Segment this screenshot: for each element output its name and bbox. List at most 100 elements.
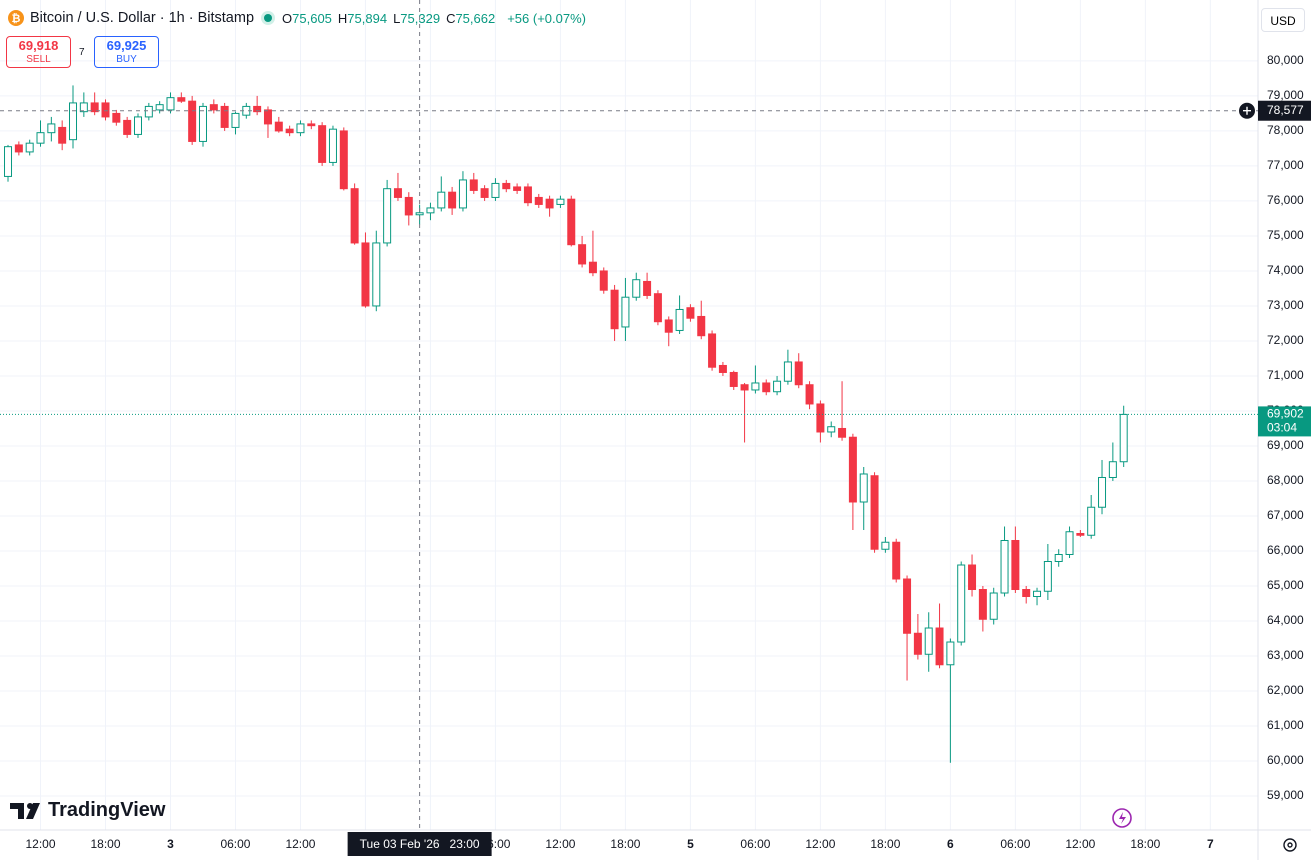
candle-body (556, 198, 565, 205)
candle-body (513, 186, 522, 191)
spread: 7 (79, 47, 85, 58)
candle-body (697, 315, 706, 337)
candle-body (47, 123, 56, 134)
candle-body (155, 104, 164, 111)
buy-button[interactable]: 69,925 BUY (94, 36, 159, 68)
y-tick-label: 75,000 (1267, 228, 1304, 242)
ohlc-label: H (337, 10, 348, 26)
candle-body (1011, 539, 1020, 591)
candle-body (144, 105, 153, 118)
candle-body (231, 112, 240, 128)
candle-body (274, 121, 283, 132)
y-tick-label: 79,000 (1267, 88, 1304, 102)
y-tick-label: 66,000 (1267, 543, 1304, 557)
candle-body (4, 146, 13, 177)
candle-body (610, 289, 619, 330)
candle-body (924, 627, 933, 655)
x-tick-label: 12:00 (25, 837, 55, 851)
candle-body (133, 116, 142, 135)
candle-body (14, 144, 23, 153)
buy-price: 69,925 (106, 38, 147, 53)
candle-body (621, 296, 630, 328)
candle-body (783, 361, 792, 382)
candle-body (1076, 532, 1085, 536)
candle-body (653, 293, 662, 323)
candle-body (415, 212, 424, 216)
candle-body (1000, 539, 1009, 594)
candle-body (1043, 561, 1052, 592)
y-tick-label: 59,000 (1267, 788, 1304, 802)
candle-body (285, 128, 294, 134)
ohlc-value: 75,605 (292, 10, 332, 26)
countdown-label: 03:04 (1267, 421, 1297, 435)
sell-price: 69,918 (18, 38, 59, 53)
candle-body (502, 182, 511, 190)
y-tick-label: 72,000 (1267, 333, 1304, 347)
y-tick-label: 64,000 (1267, 613, 1304, 627)
candle-body (372, 242, 381, 307)
candle-body (1033, 590, 1042, 598)
candle-body (437, 191, 446, 209)
logo-text: TradingView (48, 799, 166, 821)
candle-body (426, 207, 435, 214)
x-tick-label: 6 (947, 837, 954, 851)
candle-body (318, 125, 327, 163)
settings-icon[interactable] (1281, 836, 1299, 854)
candle-body (686, 307, 695, 319)
sell-button[interactable]: 69,918 SELL (6, 36, 71, 68)
candle-body (523, 186, 532, 204)
candle-body (729, 371, 738, 387)
candle-body (588, 261, 597, 274)
x-tick-label: 12:00 (285, 837, 315, 851)
candle-body (480, 188, 489, 198)
x-tick-label: 12:00 (545, 837, 575, 851)
candle-body (859, 473, 868, 503)
candle-body (350, 188, 359, 244)
svg-text:₿: ₿ (12, 13, 21, 25)
candle-body (599, 270, 608, 291)
candle-body (935, 627, 944, 666)
candle-body (578, 244, 587, 265)
candle-body (848, 436, 857, 503)
candle-body (25, 142, 34, 153)
candle-body (545, 198, 554, 209)
candle-body (989, 592, 998, 620)
candle-body (58, 126, 67, 144)
y-tick-label: 77,000 (1267, 158, 1304, 172)
candle-body (188, 100, 197, 142)
candle-body (166, 97, 175, 111)
candle-body (101, 102, 110, 118)
assistant-icon[interactable] (1108, 806, 1134, 832)
candle-body (36, 132, 45, 144)
y-tick-label: 69,000 (1267, 438, 1304, 452)
candle-body (220, 105, 229, 128)
crosshair-y-label: 78,577 (1267, 103, 1304, 117)
crosshair-x-label: Tue 03 Feb '26 23:00 (360, 837, 480, 851)
y-tick-label: 65,000 (1267, 578, 1304, 592)
crosshair-y-box (1258, 100, 1311, 121)
add-alert-plus (1243, 106, 1251, 115)
last-price-box (1258, 406, 1311, 437)
candle-body (123, 119, 132, 135)
candle-body (762, 382, 771, 393)
candle-body (675, 308, 684, 331)
candle-body (838, 427, 847, 438)
candle-body (1022, 589, 1031, 598)
candle-body (751, 382, 760, 391)
y-tick-label: 67,000 (1267, 508, 1304, 522)
x-tick-label: 12:00 (1065, 837, 1095, 851)
currency-button[interactable]: USD (1261, 8, 1305, 32)
y-tick-label: 78,000 (1267, 123, 1304, 137)
y-tick-label: 63,000 (1267, 648, 1304, 662)
candle-body (708, 333, 717, 368)
ohlc-value: 75,662 (455, 10, 496, 26)
symbol-title[interactable]: Bitcoin / U.S. Dollar · 1h · Bitstamp (30, 10, 255, 26)
ohlc-label: O (282, 10, 293, 26)
candle-body (469, 179, 478, 191)
header: ₿ Bitcoin / U.S. Dollar · 1h · Bitstamp … (8, 10, 586, 26)
candle-body (805, 384, 814, 405)
x-tick-label: 18:00 (610, 837, 640, 851)
candle-body (881, 541, 890, 550)
